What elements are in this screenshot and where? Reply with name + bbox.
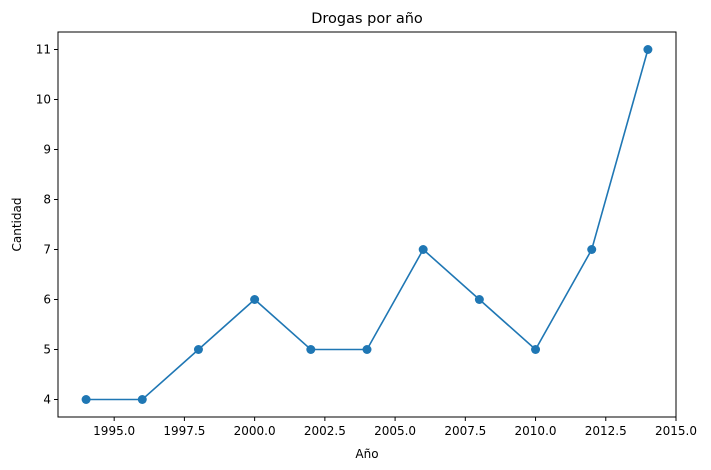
plot-frame — [57, 31, 677, 418]
y-tick-label: 4 — [43, 393, 51, 407]
x-tick-label: 2000.0 — [234, 424, 276, 438]
data-point — [531, 345, 541, 354]
data-point — [306, 345, 316, 354]
chart-title: Drogas por año — [311, 11, 423, 27]
series-layer — [81, 45, 653, 404]
x-tick-label: 2005.0 — [374, 424, 416, 438]
data-point — [474, 295, 484, 304]
y-tick-label: 7 — [43, 243, 51, 257]
y-tick-label: 5 — [43, 343, 51, 357]
y-tick-label: 6 — [43, 293, 51, 307]
x-tick-label: 1995.0 — [93, 424, 135, 438]
data-point — [587, 245, 597, 254]
data-point — [643, 45, 653, 54]
data-point — [418, 245, 428, 254]
x-tick-label: 2007.5 — [444, 424, 486, 438]
data-point — [250, 295, 260, 304]
y-axis-label: Cantidad — [10, 198, 24, 252]
x-axis-label: Año — [355, 447, 378, 461]
y-tick-label: 11 — [36, 43, 51, 57]
x-tick-label: 2010.0 — [515, 424, 557, 438]
x-tick-label: 2012.5 — [585, 424, 627, 438]
x-tick-label: 2002.5 — [304, 424, 346, 438]
y-tick-label: 9 — [43, 143, 51, 157]
y-tick-label: 10 — [36, 93, 51, 107]
x-tick-label: 2015.0 — [655, 424, 697, 438]
y-axis-ticks: 4 5 6 7 8 9 10 11 — [36, 43, 58, 407]
x-tick-label: 1997.5 — [163, 424, 205, 438]
y-tick-label: 8 — [43, 193, 51, 207]
data-point — [81, 395, 91, 404]
data-point — [362, 345, 372, 354]
data-point — [193, 345, 203, 354]
x-axis-ticks: 1995.0 1997.5 2000.0 2002.5 2005.0 2007.5 2010… — [93, 417, 697, 438]
data-point — [137, 395, 147, 404]
